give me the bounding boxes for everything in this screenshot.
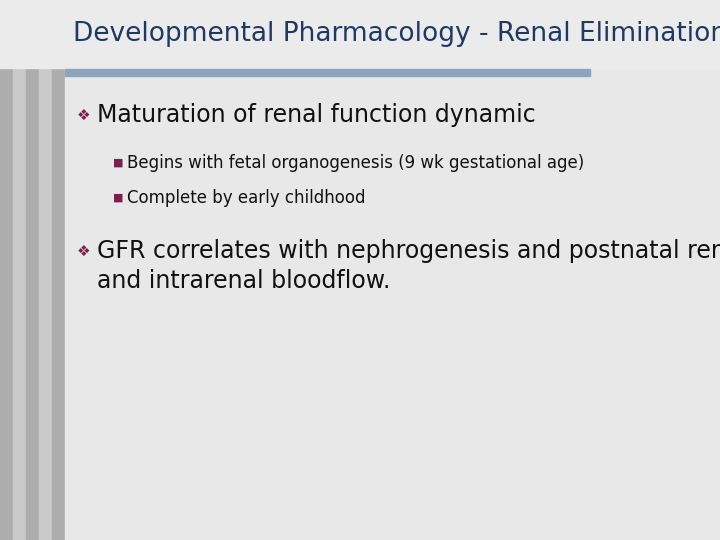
Text: ■: ■ <box>113 193 124 203</box>
Bar <box>39 0 52 540</box>
Text: ❖: ❖ <box>77 107 91 123</box>
Text: and intrarenal bloodflow.: and intrarenal bloodflow. <box>97 269 390 293</box>
Bar <box>52 0 65 540</box>
Text: ❖: ❖ <box>77 244 91 259</box>
Text: Maturation of renal function dynamic: Maturation of renal function dynamic <box>97 103 536 127</box>
Text: GFR correlates with nephrogenesis and postnatal renal: GFR correlates with nephrogenesis and po… <box>97 239 720 263</box>
Text: Complete by early childhood: Complete by early childhood <box>127 189 366 207</box>
Bar <box>26 0 39 540</box>
Bar <box>0 0 13 540</box>
Text: Begins with fetal organogenesis (9 wk gestational age): Begins with fetal organogenesis (9 wk ge… <box>127 154 584 172</box>
Text: ■: ■ <box>113 158 124 168</box>
Bar <box>13 0 26 540</box>
Bar <box>65 69 590 76</box>
Text: Developmental Pharmacology - Renal Elimination: Developmental Pharmacology - Renal Elimi… <box>73 21 720 47</box>
Bar <box>0 0 720 68</box>
